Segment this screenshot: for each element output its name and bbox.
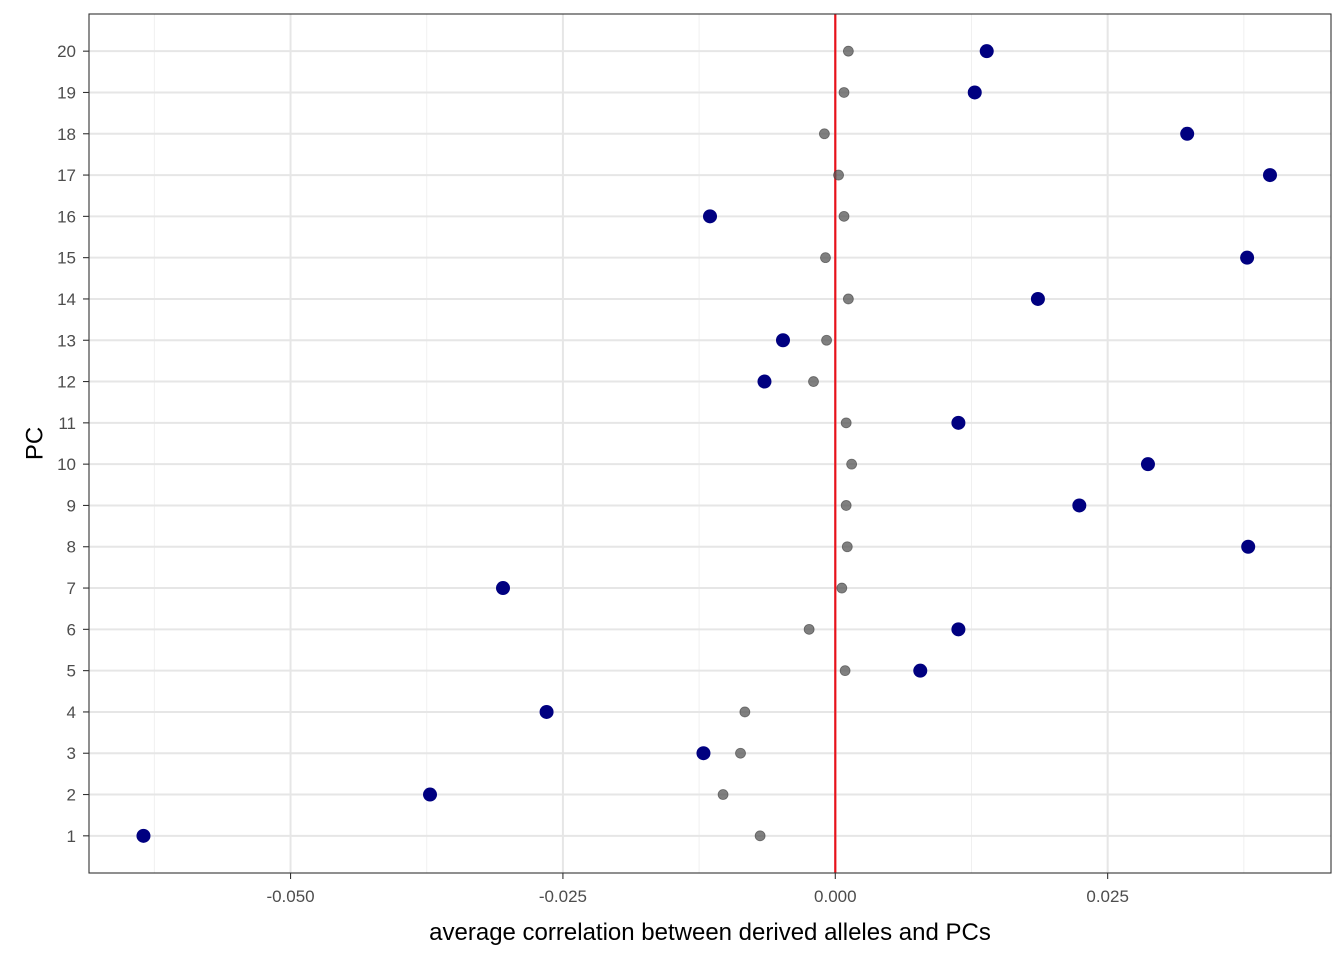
gray-point (838, 210, 850, 222)
gray-point (842, 293, 854, 305)
navy-point (757, 374, 772, 389)
panel-border (88, 13, 1332, 874)
navy-point (136, 828, 151, 843)
y-tick-label: 6 (67, 620, 76, 639)
y-tick-label: 8 (67, 538, 76, 557)
y-tick-label: 2 (67, 786, 76, 805)
navy-point-series (136, 44, 1277, 843)
y-tick-label: 18 (57, 125, 76, 144)
gray-point (839, 665, 851, 677)
navy-point (775, 333, 790, 348)
gray-point (818, 128, 830, 140)
y-tick-label: 12 (57, 373, 76, 392)
navy-point (539, 704, 554, 719)
x-axis: -0.050 -0.025 0.000 0.025 (266, 873, 1129, 906)
gray-point (735, 747, 746, 759)
y-tick-label: 4 (67, 703, 76, 722)
gray-point (821, 334, 832, 346)
x-tick-label: -0.050 (266, 887, 314, 906)
navy-point (696, 746, 711, 761)
navy-point (1180, 126, 1195, 141)
navy-point (951, 415, 966, 430)
minor-gridlines (153, 14, 1245, 873)
navy-point (1030, 291, 1045, 306)
y-tick-label: 14 (57, 290, 76, 309)
navy-point (1262, 168, 1277, 183)
navy-point (951, 622, 966, 637)
gray-point (717, 789, 729, 800)
y-tick-label: 7 (67, 579, 76, 598)
x-tick-label: -0.025 (539, 887, 587, 906)
navy-point (967, 85, 982, 100)
y-tick-label: 13 (57, 331, 76, 350)
navy-point (979, 44, 994, 59)
navy-point (703, 209, 717, 224)
gray-point (754, 830, 766, 842)
navy-point (1140, 457, 1155, 472)
x-tick-label: 0.025 (1086, 887, 1129, 906)
navy-point (1241, 539, 1256, 554)
gray-point (846, 458, 858, 470)
navy-point (1072, 498, 1087, 513)
y-tick-label: 5 (67, 662, 76, 681)
y-tick-label: 1 (67, 827, 76, 846)
gray-point (842, 45, 854, 57)
gray-point (833, 169, 844, 181)
y-tick-label: 17 (57, 166, 76, 185)
y-tick-label: 3 (67, 744, 76, 763)
y-tick-label: 20 (57, 42, 76, 61)
x-axis-title: average correlation between derived alle… (429, 919, 991, 946)
y-tick-label: 9 (67, 496, 76, 515)
y-tick-label: 16 (57, 207, 76, 226)
y-axis-title: PC (21, 427, 48, 460)
gray-point (808, 376, 819, 387)
gray-point-series (717, 45, 858, 842)
gray-point (836, 582, 848, 594)
gray-point (840, 417, 852, 429)
y-tick-label: 19 (57, 83, 76, 102)
gray-point (841, 541, 853, 553)
gray-point (820, 252, 831, 264)
y-tick-label: 10 (57, 455, 76, 474)
y-tick-label: 11 (58, 414, 76, 433)
navy-point (1240, 250, 1255, 265)
gray-point (739, 706, 751, 718)
navy-point (913, 663, 928, 678)
gray-point (840, 500, 852, 511)
navy-point (496, 581, 510, 596)
navy-point (423, 787, 438, 802)
x-tick-label: 0.000 (814, 887, 857, 906)
y-tick-label: 15 (57, 249, 76, 268)
gray-point (803, 623, 815, 635)
gray-point (838, 87, 850, 98)
